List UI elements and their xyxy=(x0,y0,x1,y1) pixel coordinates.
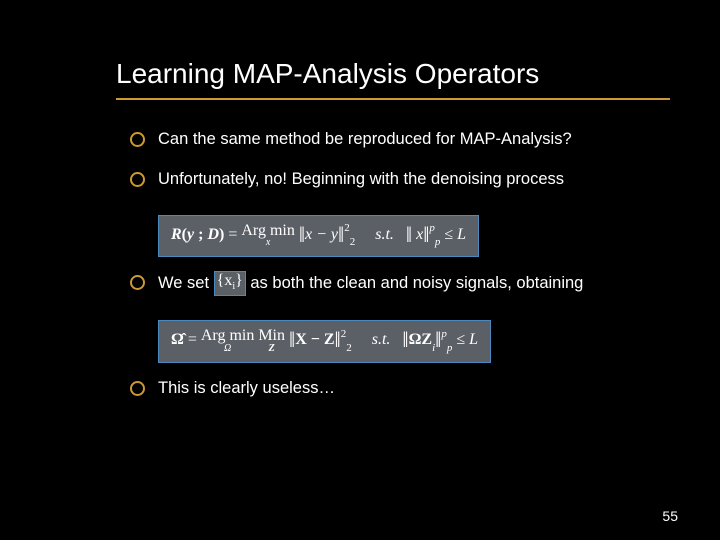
eq2-lhs: Ω̂ xyxy=(171,331,184,348)
bullet-4: This is clearly useless… xyxy=(130,377,670,399)
equation-1: R(y ; D) = Arg minx ‖x − y‖22 s.t. ‖ x‖p… xyxy=(158,215,479,258)
bullet-list: Can the same method be reproduced for MA… xyxy=(110,128,670,191)
eq1-sub1: 2 xyxy=(350,236,356,248)
bullet-3-post: as both the clean and noisy signals, obt… xyxy=(246,274,584,292)
eq2-sub1: 2 xyxy=(346,342,352,354)
eq1-sup2: p xyxy=(429,222,435,234)
eq2-body2-sub: i xyxy=(432,342,435,354)
equation-2: Ω̂ = Arg minΩ MinZ ‖X − Z‖22 s.t. ‖ΩZi‖p… xyxy=(158,320,491,363)
eq2-min: MinZ xyxy=(258,328,285,353)
slide-number: 55 xyxy=(662,508,678,524)
eq2-n1r: ‖ xyxy=(335,327,341,352)
eq1-sub2: p xyxy=(435,236,441,248)
eq1-sup1: 2 xyxy=(344,222,350,234)
eq2-body2: ΩZ xyxy=(409,331,432,348)
eq1-body1: x − y xyxy=(305,226,338,243)
eq1-st: s.t. xyxy=(375,226,394,243)
bullet-list-2: We set {xi} as both the clean and noisy … xyxy=(110,271,670,296)
eq1-lhs: R(y ; D) xyxy=(171,226,224,243)
bullet-list-3: This is clearly useless… xyxy=(110,377,670,399)
eq2-sup1: 2 xyxy=(341,328,347,340)
eq2-sup2: p xyxy=(441,328,447,340)
eq2-body1: X − Z xyxy=(295,331,334,348)
eq2-st: s.t. xyxy=(372,331,391,348)
bullet-3-pre: We set xyxy=(158,274,214,292)
bullet-3: We set {xi} as both the clean and noisy … xyxy=(130,271,670,296)
eq1-tail: ≤ L xyxy=(440,226,466,243)
set-inline: {xi} xyxy=(214,271,246,296)
slide-container: Learning MAP-Analysis Operators Can the … xyxy=(0,0,720,447)
eq1-argmin: Arg minx xyxy=(241,223,294,248)
eq2-sub2: p xyxy=(447,342,453,354)
bullet-1: Can the same method be reproduced for MA… xyxy=(130,128,670,150)
eq2-tail: ≤ L xyxy=(452,331,478,348)
slide-title: Learning MAP-Analysis Operators xyxy=(116,58,670,100)
eq1-body2: x xyxy=(412,226,423,243)
bullet-2: Unfortunately, no! Beginning with the de… xyxy=(130,168,670,190)
eq2-argmin: Arg minΩ xyxy=(201,328,254,353)
